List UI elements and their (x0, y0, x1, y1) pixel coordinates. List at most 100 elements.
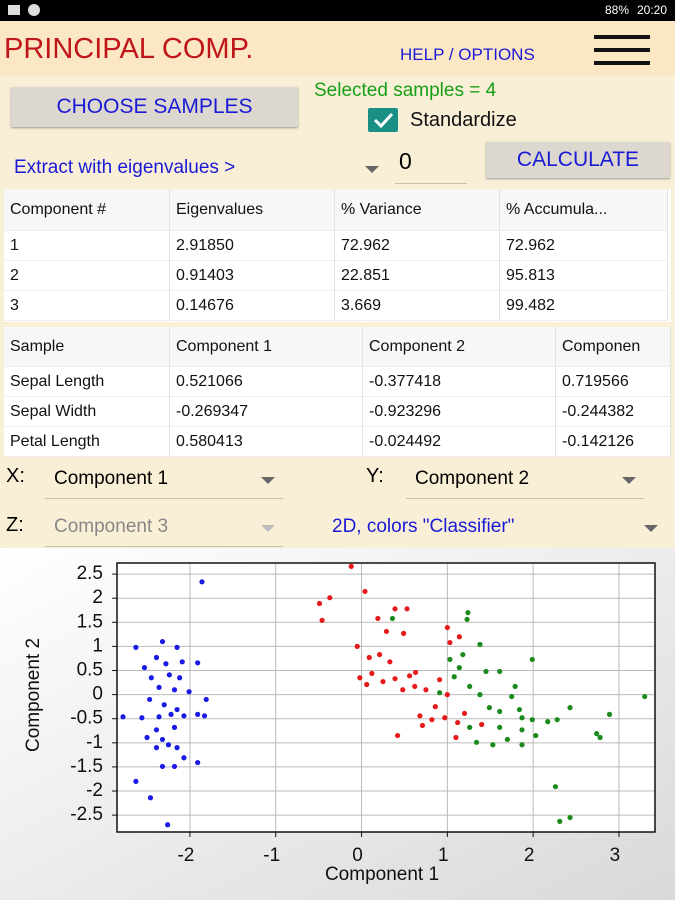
point (597, 734, 603, 741)
point (174, 706, 180, 713)
point (594, 731, 600, 737)
dropdown-arrow[interactable] (365, 166, 379, 173)
point (174, 644, 180, 650)
point (467, 724, 473, 730)
point (148, 675, 154, 681)
point (554, 717, 560, 723)
point (519, 742, 525, 748)
y-tick-label: 1 (92, 635, 103, 656)
point (455, 719, 461, 726)
point (179, 659, 185, 665)
choose-samples-button[interactable]: CHOOSE SAMPLES (11, 87, 298, 127)
y-axis-title: Component 2 (23, 638, 44, 752)
point (376, 651, 383, 658)
point (362, 588, 368, 595)
z-select-value: Component 3 (54, 516, 169, 537)
help-link[interactable]: HELP / OPTIONS (400, 45, 535, 64)
status-bar: 88% 20:20 (0, 0, 675, 21)
point (400, 687, 406, 693)
x-axis-title: Component 1 (325, 864, 439, 885)
point (327, 595, 333, 601)
point (437, 677, 443, 683)
y-tick-label: 0.5 (77, 660, 103, 681)
point (357, 675, 363, 681)
table-cell: 3 (4, 291, 170, 321)
point (509, 693, 515, 700)
table-cell: 22.851 (335, 261, 500, 291)
point (552, 784, 559, 790)
point (159, 638, 166, 645)
app-title: PRINCIPAL COMP. (4, 33, 254, 65)
point (529, 656, 535, 663)
x-tick-label: 3 (610, 845, 621, 866)
point (477, 641, 483, 648)
point (400, 630, 407, 636)
point (497, 708, 503, 715)
y-tick-label: 2.5 (77, 563, 103, 584)
table-cell: 2 (4, 261, 170, 291)
point (348, 563, 354, 569)
point (375, 615, 381, 622)
table-cell: 0.719566 (556, 367, 671, 397)
chart: Component 1 Component 2 -2.5 -2 -1.5 -1 -0.5… (0, 548, 675, 900)
table-cell: 0.14676 (170, 291, 335, 321)
menu-button[interactable] (594, 35, 650, 65)
table-cell: 0.580413 (170, 427, 363, 457)
point (533, 732, 539, 739)
table-cell: 99.482 (500, 291, 668, 321)
point (161, 702, 167, 708)
point (392, 676, 398, 682)
point (319, 617, 325, 623)
eigen-table: Component # Eigenvalues% Variance% Accumu… (4, 189, 671, 322)
table-cell: 1 (4, 231, 170, 261)
point (163, 661, 169, 667)
table-cell: -0.024492 (363, 427, 556, 457)
table-cell: -0.923296 (363, 397, 556, 427)
x-select[interactable]: Component 1 (45, 462, 283, 499)
selected-samples: Selected samples = 4 (314, 80, 497, 101)
point (477, 692, 483, 698)
point (133, 778, 139, 784)
standardize-label: Standardize (410, 109, 517, 131)
calculate-button[interactable]: CALCULATE (486, 142, 670, 178)
column-header: % Variance (335, 189, 500, 231)
point (490, 742, 496, 748)
point (483, 668, 489, 675)
point (444, 624, 450, 631)
table-cell: Petal Length (4, 427, 170, 457)
mode-select[interactable]: 2D, colors "Classifier" (322, 508, 660, 550)
point (380, 678, 386, 685)
table-cell: 95.813 (500, 261, 668, 291)
z-select[interactable]: Component 3 (45, 510, 283, 547)
point (394, 732, 401, 739)
point (159, 736, 166, 743)
standardize-checkbox[interactable] (368, 108, 398, 132)
point (316, 600, 323, 607)
point (195, 759, 201, 766)
y-tick-label: 2 (92, 587, 103, 608)
point (417, 713, 423, 719)
notification-icon (8, 5, 20, 15)
point (201, 713, 208, 719)
x-label: X: (6, 465, 25, 487)
column-header: Component 2 (363, 327, 556, 367)
y-select[interactable]: Component 2 (406, 462, 644, 499)
point (120, 714, 126, 720)
point (389, 615, 396, 622)
eigen-input[interactable]: 0 (395, 148, 467, 184)
point (473, 739, 480, 745)
point (141, 665, 148, 671)
point (171, 724, 178, 730)
point (497, 724, 503, 730)
point (504, 736, 511, 743)
point (181, 755, 187, 761)
point (195, 711, 201, 717)
point (519, 715, 525, 721)
point (168, 711, 174, 717)
table-cell: 0.91403 (170, 261, 335, 291)
point (144, 734, 150, 741)
table-cell: -0.377418 (363, 367, 556, 397)
mode-select-value: 2D, colors "Classifier" (332, 516, 515, 537)
y-tick-label: -0.5 (70, 708, 103, 729)
